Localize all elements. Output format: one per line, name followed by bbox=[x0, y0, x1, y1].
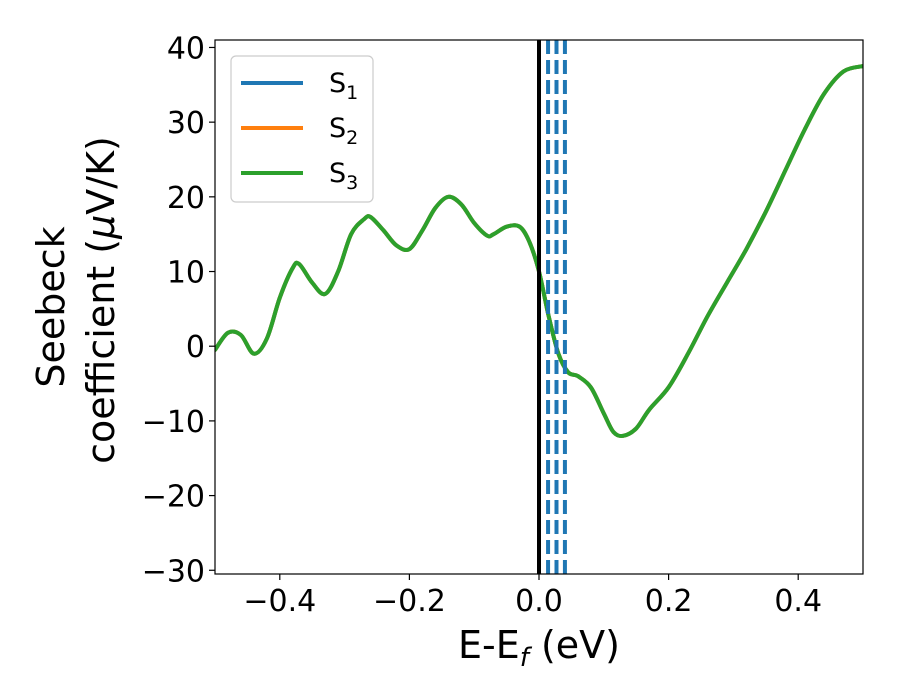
y-tick-label: 10 bbox=[167, 256, 205, 291]
y-axis-label-line2: coefficient (μV/K) bbox=[79, 136, 123, 464]
x-tick-label: 0.2 bbox=[645, 584, 693, 619]
y-tick-label: 30 bbox=[167, 106, 205, 141]
series-line-3 bbox=[215, 64, 863, 439]
reference-lines bbox=[537, 40, 567, 574]
y-tick-label: 40 bbox=[167, 31, 205, 66]
x-tick-label: 0.4 bbox=[774, 584, 822, 619]
legend-label-sub: 2 bbox=[346, 127, 358, 149]
legend-label-base: S bbox=[329, 158, 346, 189]
legend-label: S2 bbox=[329, 113, 358, 149]
y-tick-label: 20 bbox=[167, 181, 205, 216]
legend-label-sub: 3 bbox=[346, 172, 358, 194]
y-tick-label: −20 bbox=[142, 480, 205, 515]
x-tick-label: −0.2 bbox=[373, 584, 446, 619]
y-axis-label-suffix: V/K) bbox=[79, 136, 123, 215]
legend-label: S1 bbox=[329, 68, 358, 104]
y-ticks: −30 −20 −10 0 10 20 30 40 bbox=[142, 31, 215, 589]
legend-label-sub: 1 bbox=[346, 82, 358, 104]
plot-lines bbox=[215, 64, 863, 439]
y-axis-label-mu: μ bbox=[79, 215, 123, 240]
y-axis-label-line1: Seebeck bbox=[29, 226, 73, 387]
x-axis-label: E-Ef (eV) bbox=[458, 623, 620, 673]
legend-label-base: S bbox=[329, 68, 346, 99]
x-ticks: −0.4 −0.2 0.0 0.2 0.4 bbox=[243, 574, 822, 619]
x-axis-label-unit: (eV) bbox=[529, 623, 620, 667]
x-tick-label: 0.0 bbox=[515, 584, 563, 619]
y-tick-label: −30 bbox=[142, 554, 205, 589]
y-axis-label-prefix: coefficient ( bbox=[79, 239, 123, 464]
y-tick-label: 0 bbox=[186, 330, 205, 365]
x-tick-label: −0.4 bbox=[243, 584, 316, 619]
legend-label: S3 bbox=[329, 158, 358, 194]
x-axis-label-base: E-E bbox=[458, 623, 520, 667]
legend-label-base: S bbox=[329, 113, 346, 144]
y-tick-label: −10 bbox=[142, 405, 205, 440]
